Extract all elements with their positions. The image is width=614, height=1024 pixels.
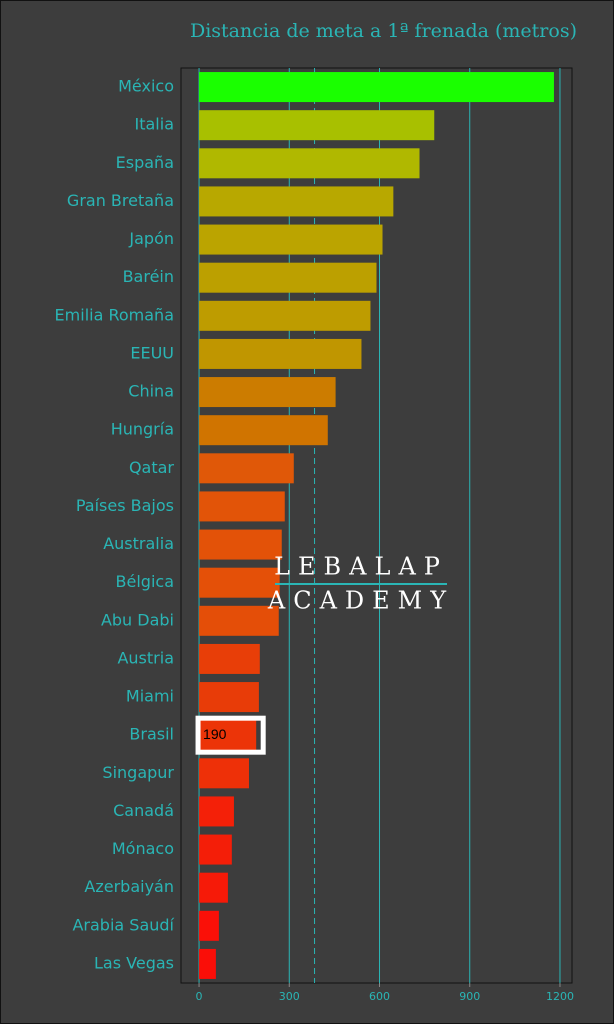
y-tick-label: Baréin bbox=[123, 267, 174, 286]
y-tick-label: Japón bbox=[128, 229, 174, 248]
bar bbox=[199, 224, 383, 255]
bar bbox=[199, 377, 336, 408]
y-tick-label: Gran Bretaña bbox=[67, 191, 174, 210]
bar bbox=[199, 491, 285, 522]
bar bbox=[199, 796, 234, 827]
y-tick-label: España bbox=[116, 153, 174, 172]
y-tick-label: China bbox=[128, 382, 174, 401]
x-tick-label: 1200 bbox=[546, 990, 574, 1003]
y-tick-label: Singapur bbox=[102, 763, 174, 782]
y-tick-label: Hungría bbox=[111, 420, 174, 439]
bar bbox=[199, 643, 260, 674]
x-tick-label: 300 bbox=[279, 990, 300, 1003]
y-tick-label: Abu Dabi bbox=[101, 610, 174, 629]
bar bbox=[199, 110, 435, 141]
bar bbox=[199, 682, 259, 713]
y-tick-label: Canadá bbox=[113, 801, 174, 820]
y-tick-label: Bélgica bbox=[116, 572, 174, 591]
bar bbox=[199, 72, 554, 103]
y-tick-label: Emilia Romaña bbox=[55, 305, 174, 324]
y-tick-label: Brasil bbox=[129, 725, 174, 744]
y-tick-label: Austria bbox=[117, 648, 174, 667]
chart-title: Distancia de meta a 1ª frenada (metros) bbox=[190, 20, 577, 42]
y-tick-label: Italia bbox=[135, 115, 175, 134]
y-tick-label: Qatar bbox=[129, 458, 174, 477]
y-tick-label: Arabia Saudí bbox=[72, 915, 174, 934]
bar bbox=[199, 262, 377, 293]
bar bbox=[199, 148, 420, 179]
y-tick-label: Países Bajos bbox=[76, 496, 174, 515]
x-tick-label: 0 bbox=[196, 990, 203, 1003]
y-tick-label: Las Vegas bbox=[94, 953, 174, 972]
bar bbox=[199, 758, 249, 789]
x-tick-label: 900 bbox=[459, 990, 480, 1003]
bar bbox=[199, 300, 371, 331]
watermark: ACADEMY bbox=[267, 587, 454, 615]
bar bbox=[199, 872, 228, 903]
bar bbox=[199, 453, 294, 484]
bar bbox=[199, 338, 362, 369]
y-tick-label: Azerbaiyán bbox=[84, 877, 174, 896]
y-tick-label: Australia bbox=[103, 534, 174, 553]
bar bbox=[199, 720, 257, 751]
bar bbox=[199, 605, 279, 636]
x-tick-label: 600 bbox=[369, 990, 390, 1003]
plot-frame bbox=[180, 67, 573, 984]
bar bbox=[199, 415, 328, 446]
y-tick-label: Miami bbox=[126, 687, 174, 706]
bar bbox=[199, 529, 282, 560]
bar bbox=[199, 910, 219, 941]
tooltip-box bbox=[195, 715, 266, 755]
bar bbox=[199, 948, 216, 979]
tooltip-label: 190 bbox=[203, 726, 227, 742]
bar bbox=[199, 567, 280, 598]
watermark: LEBALAP bbox=[274, 553, 448, 581]
y-tick-label: EEUU bbox=[130, 343, 174, 362]
bar bbox=[199, 186, 394, 217]
bar bbox=[199, 834, 232, 865]
y-tick-label: Mónaco bbox=[112, 839, 174, 858]
y-tick-label: México bbox=[118, 77, 174, 96]
